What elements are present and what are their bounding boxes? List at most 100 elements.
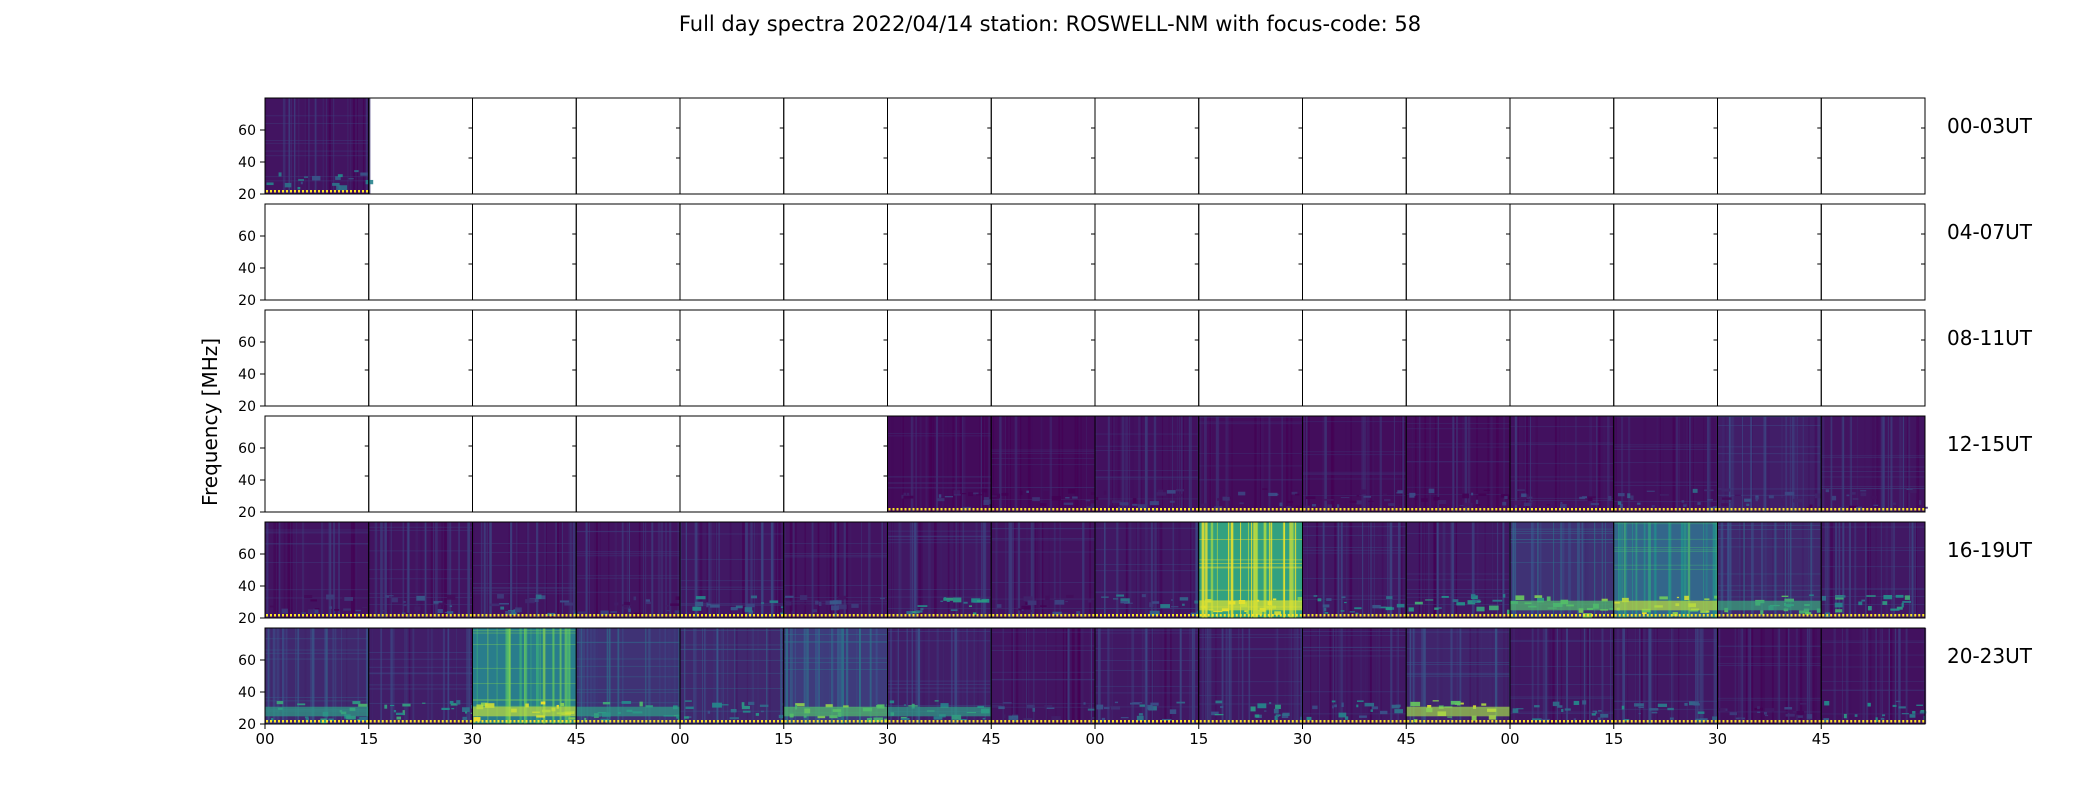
marker-dot	[1838, 720, 1841, 723]
spectrogram-streak	[1515, 416, 1519, 512]
spectrogram-streak	[1751, 522, 1754, 618]
spectrogram-band	[1349, 500, 1357, 503]
spectrogram-band	[1475, 499, 1479, 505]
spectrogram-line	[991, 608, 1095, 609]
spectrogram-band	[951, 714, 962, 720]
marker-dot	[916, 614, 919, 617]
spectrogram-streak	[1208, 628, 1212, 724]
spectrogram-line	[680, 649, 784, 651]
spectrogram-streak	[297, 628, 300, 724]
marker-dot	[1207, 720, 1210, 723]
spectrogram-band	[1132, 504, 1138, 506]
spectrogram-band	[1305, 496, 1316, 499]
marker-dot	[900, 720, 903, 723]
marker-dot	[804, 614, 807, 617]
spectrogram-streak	[1350, 416, 1352, 512]
spectrogram-streak	[1078, 628, 1081, 724]
spectrogram-band	[515, 607, 522, 613]
spectrogram-streak	[1841, 628, 1843, 724]
spectrogram-streak	[734, 628, 736, 724]
marker-dot	[940, 508, 943, 511]
empty-panel	[1613, 309, 1718, 407]
spectrogram-streak	[505, 628, 508, 724]
spectrogram-streak	[586, 628, 589, 724]
spectrogram-streak	[1216, 522, 1218, 618]
spectrogram-streak	[936, 628, 939, 724]
spectrogram-streak	[1145, 628, 1148, 724]
spectrogram-streak	[564, 628, 566, 724]
spectrogram-line	[1198, 465, 1303, 467]
marker-dot	[645, 720, 648, 723]
spectrogram-streak	[508, 628, 511, 724]
spectrogram-line	[887, 476, 992, 478]
spectrogram-streak	[1711, 416, 1715, 512]
spectrogram-band	[1090, 503, 1097, 508]
spectrogram-band	[1532, 718, 1542, 721]
spectrogram-band	[1729, 712, 1737, 716]
spectrogram-band	[602, 701, 611, 705]
spectrogram-streak	[1349, 522, 1353, 618]
spectrogram-streak	[1678, 416, 1680, 512]
spectrogram-streak	[1196, 522, 1200, 618]
spectrogram-band	[304, 176, 309, 178]
spectrogram-streak	[1228, 628, 1231, 724]
marker-dot	[1355, 614, 1358, 617]
spectrogram-streak	[481, 522, 483, 618]
spectrogram-streak	[1585, 522, 1589, 618]
marker-dot	[964, 720, 967, 723]
spectrogram-line	[1095, 549, 1199, 551]
spectrogram-band	[1306, 716, 1312, 721]
spectrogram-band	[900, 717, 910, 720]
spectrogram-line	[783, 641, 888, 643]
spectrogram-band	[1768, 495, 1774, 499]
spectrogram-streak	[442, 628, 446, 724]
spectrogram-streak	[1621, 416, 1624, 512]
marker-dot	[773, 720, 775, 723]
marker-dot	[270, 614, 272, 617]
empty-panel	[679, 415, 785, 513]
spectrogram-band	[1902, 600, 1912, 603]
marker-dot	[980, 720, 983, 723]
spectrogram-line	[1613, 654, 1718, 656]
spectrogram-band	[301, 612, 306, 614]
spectrogram-streak	[947, 416, 949, 512]
spectrogram-line	[887, 487, 992, 488]
marker-dot	[1044, 720, 1047, 723]
marker-dot	[1898, 614, 1901, 617]
spectrogram-streak	[1398, 522, 1400, 618]
spectrogram-streak	[1838, 522, 1841, 618]
spectrogram-band	[811, 609, 817, 613]
spectrogram-streak	[1898, 628, 1901, 724]
spectrogram-band	[1659, 494, 1669, 496]
spectrogram-band	[1617, 501, 1622, 505]
spectrogram-streak	[1209, 416, 1212, 512]
spectrogram-line	[368, 604, 473, 605]
marker-dot	[1587, 720, 1589, 723]
spectrogram-streak	[1369, 628, 1372, 724]
marker-dot	[1551, 508, 1553, 511]
spectrogram-streak	[486, 522, 488, 618]
marker-dot	[832, 720, 835, 723]
marker-dot	[1690, 614, 1693, 617]
spectrogram-band	[1313, 595, 1318, 597]
marker-dot	[1176, 720, 1178, 723]
spectrogram-streak	[1040, 522, 1042, 618]
marker-dot	[1004, 614, 1007, 617]
spectrogram-band	[610, 611, 618, 614]
marker-dot	[1064, 508, 1067, 511]
marker-dot	[1000, 614, 1003, 617]
spectrogram-band	[735, 605, 743, 609]
spectrogram-streak	[1227, 416, 1229, 512]
spectrogram-band	[1526, 496, 1533, 499]
spectrogram-streak	[985, 522, 986, 618]
spectrogram-streak	[1603, 416, 1606, 512]
spectrogram-streak	[1270, 522, 1273, 618]
marker-dot	[350, 614, 352, 617]
spectrogram-line	[1198, 681, 1303, 683]
marker-dot	[1599, 720, 1601, 723]
spectrogram-streak	[993, 416, 997, 512]
spectrogram-band	[1587, 497, 1593, 502]
marker-dot	[1750, 720, 1753, 723]
marker-dot	[421, 614, 424, 617]
marker-dot	[1004, 720, 1007, 723]
